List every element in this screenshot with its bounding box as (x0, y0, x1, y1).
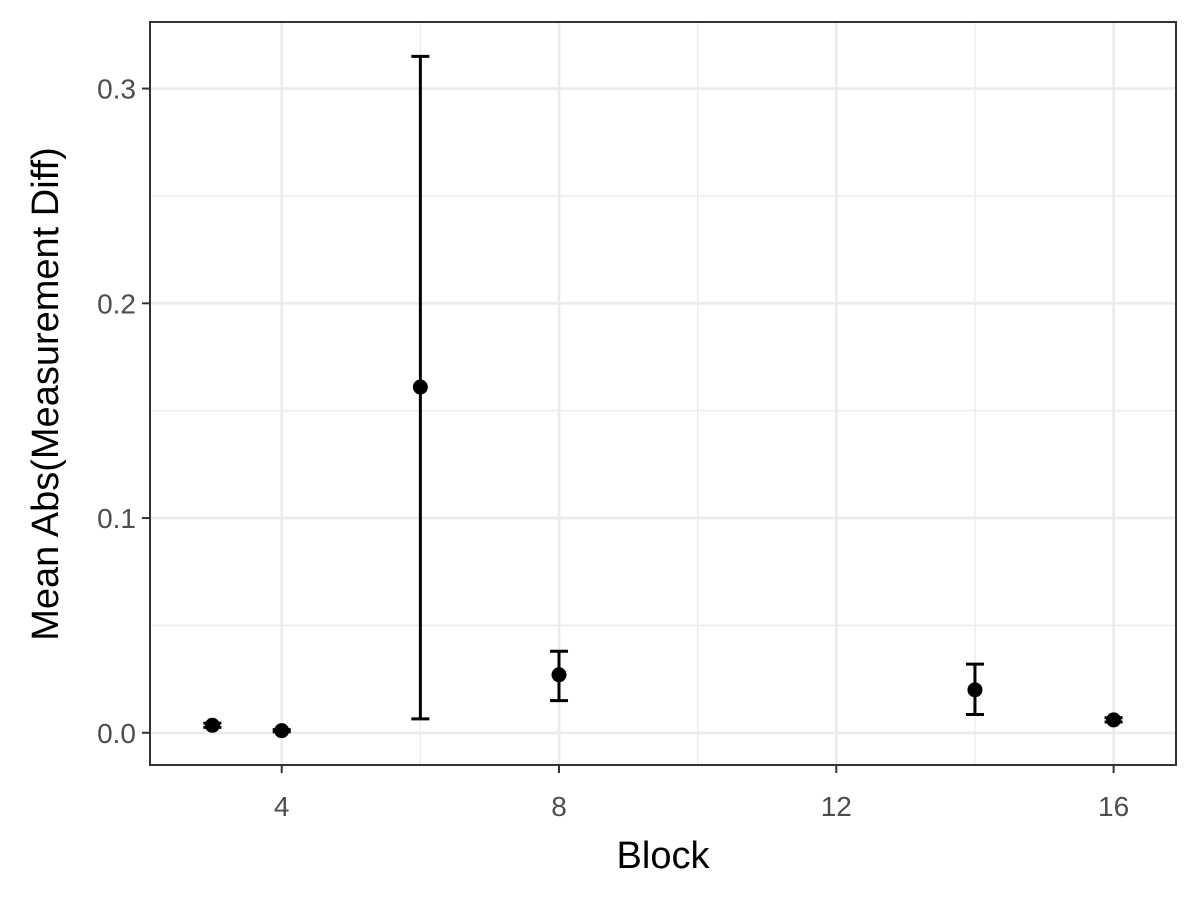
y-tick-label: 0.0 (97, 718, 136, 749)
y-tick-label: 0.1 (97, 503, 136, 534)
data-layer (203, 54, 1123, 739)
data-point-group (411, 54, 430, 721)
data-point-group (203, 717, 222, 733)
x-tick-label: 12 (821, 791, 852, 822)
x-tick-label: 4 (274, 791, 290, 822)
x-axis-title: Block (617, 835, 711, 877)
x-tick-label: 16 (1098, 791, 1129, 822)
data-point (274, 723, 290, 739)
data-point-group (1104, 712, 1123, 728)
plot-panel-border (149, 21, 1177, 766)
data-point (967, 682, 983, 698)
axes: 4 8 12 16 0.0 0.1 0.2 0.3 (97, 74, 1129, 822)
data-point (204, 717, 220, 733)
grid-lines (150, 22, 1176, 765)
data-point (412, 379, 428, 395)
x-tick-label: 8 (551, 791, 567, 822)
y-axis-title: Mean Abs(Measurement Diff) (25, 147, 67, 641)
data-point-group (965, 662, 984, 717)
data-point (1106, 712, 1122, 728)
y-tick-label: 0.3 (97, 74, 136, 105)
y-tick-label: 0.2 (97, 288, 136, 319)
data-point-group (272, 723, 291, 739)
data-point (551, 667, 567, 683)
data-point-group (550, 649, 569, 703)
